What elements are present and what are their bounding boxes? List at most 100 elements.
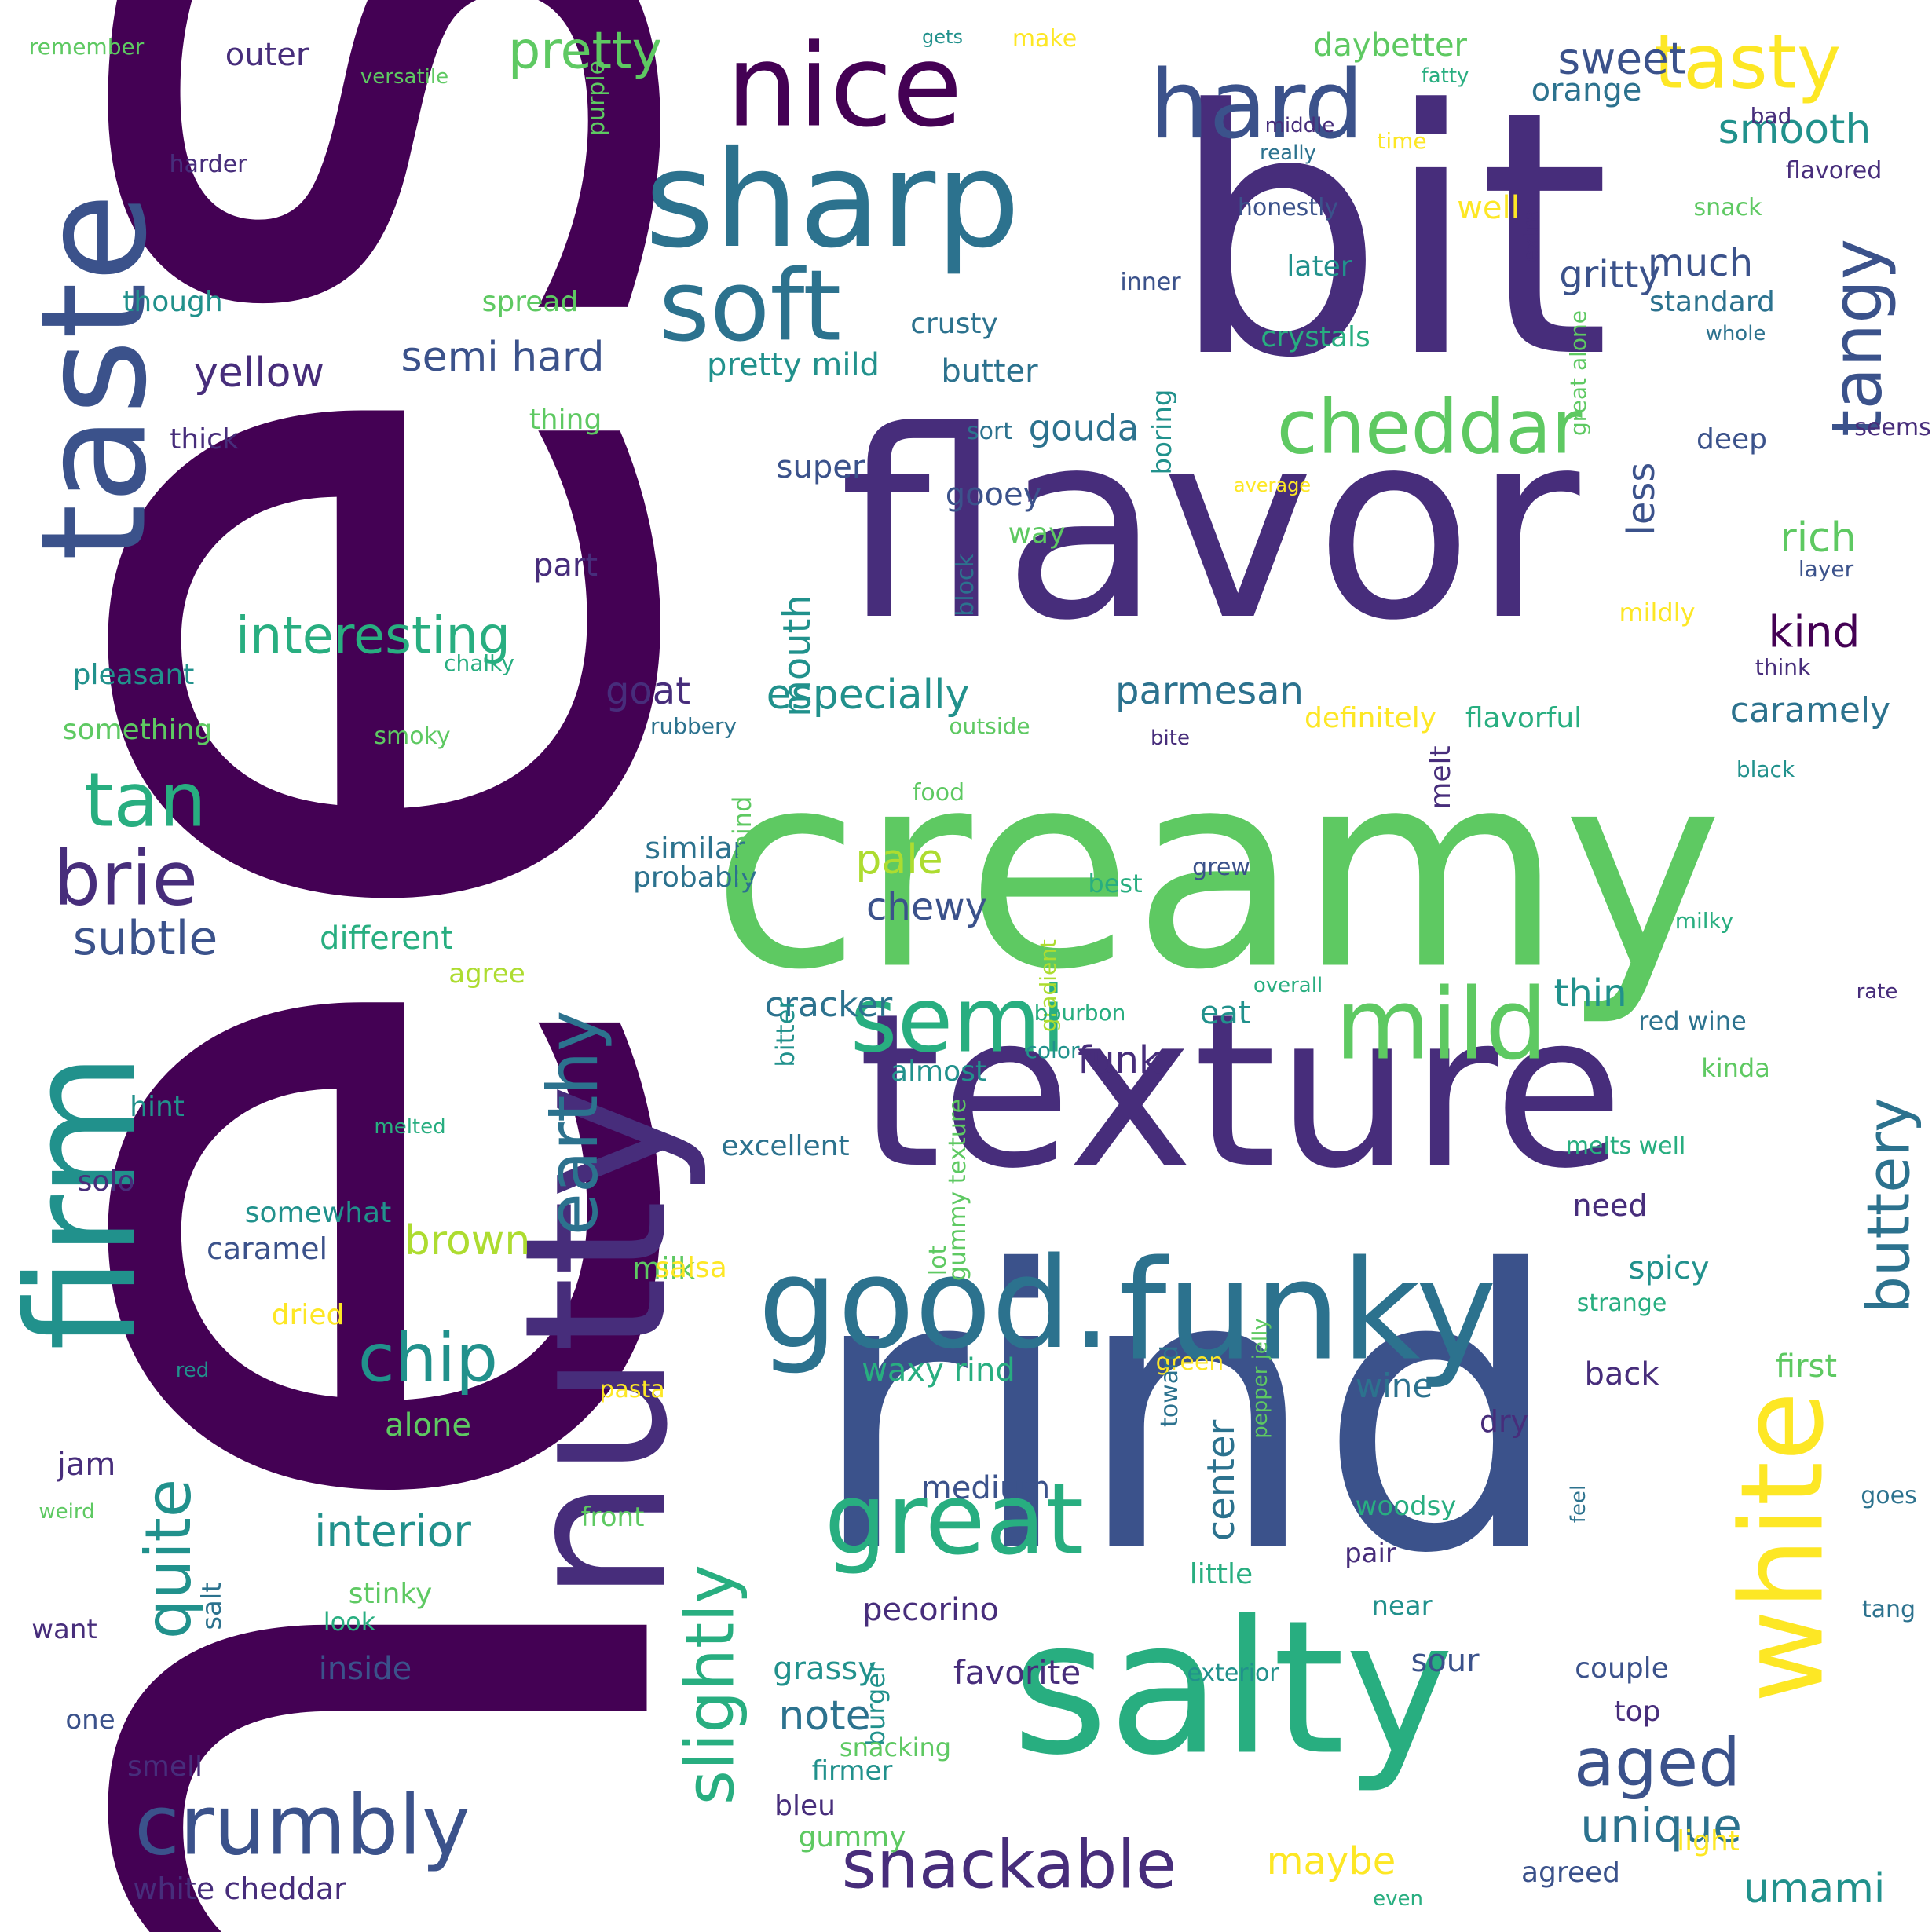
word-probably: probably	[633, 862, 757, 894]
word-center: center	[1199, 1419, 1243, 1542]
word-part: part	[532, 547, 598, 584]
word-tan: tan	[84, 757, 207, 844]
word-food: food	[912, 779, 965, 807]
word-flavored: flavored	[1785, 157, 1883, 185]
word-boring: boring	[1147, 389, 1178, 475]
word-standard: standard	[1649, 286, 1775, 318]
word-front: front	[580, 1502, 645, 1533]
word-tangy: tangy	[1817, 238, 1897, 437]
word-flavor: flavor	[839, 375, 1580, 677]
word-unique: unique	[1580, 1798, 1742, 1853]
word-red-wine: red wine	[1638, 1006, 1747, 1036]
word-tasty: tasty	[1653, 19, 1842, 106]
word-average: average	[1233, 474, 1312, 496]
word-bitter: bitter	[770, 998, 800, 1067]
word-melts-well: melts well	[1565, 1132, 1686, 1160]
word-cracker: cracker	[764, 985, 893, 1025]
word-thing: thing	[529, 404, 602, 436]
word-rind: rind	[809, 1189, 1563, 1637]
word-purple: purple	[583, 60, 610, 137]
word-buttery: buttery	[1853, 1097, 1923, 1314]
word-pasta: pasta	[599, 1376, 665, 1403]
word-couple: couple	[1575, 1652, 1669, 1685]
word-orange: orange	[1531, 72, 1642, 108]
word-something: something	[62, 714, 213, 746]
word-lot: lot	[924, 1245, 952, 1276]
word-brie: brie	[53, 836, 199, 923]
word-sort: sort	[966, 418, 1013, 445]
word-even: even	[1373, 1887, 1423, 1911]
word-whole: whole	[1705, 322, 1766, 346]
word-light: light	[1677, 1825, 1740, 1857]
word-remind: remind	[727, 796, 757, 885]
word-time: time	[1377, 128, 1427, 154]
word-color: color	[1025, 1037, 1080, 1063]
word-snacking: snacking	[839, 1733, 952, 1762]
word-best: best	[1088, 869, 1143, 898]
word-first: first	[1775, 1348, 1838, 1385]
word-hint: hint	[130, 1091, 185, 1123]
word-weird: weird	[38, 1500, 95, 1524]
word-snackable: snackable	[841, 1826, 1177, 1905]
word-subtle: subtle	[72, 911, 218, 966]
word-need: need	[1572, 1188, 1648, 1223]
word-layer: layer	[1798, 556, 1854, 582]
word-funky: funky	[1118, 1231, 1498, 1392]
word-extra: extra	[1520, 209, 1543, 262]
word-outer: outer	[225, 37, 309, 73]
word-pecorino: pecorino	[862, 1592, 999, 1628]
word-one: one	[65, 1704, 115, 1736]
word-good: good.	[758, 1230, 1111, 1377]
word-much: much	[1648, 241, 1753, 285]
word-think: think	[1755, 654, 1811, 680]
word-sweet: sweet	[1557, 33, 1686, 84]
word-interesting: interesting	[236, 606, 510, 666]
word-grew: grew	[1192, 854, 1250, 881]
word-middle: middle	[1264, 114, 1335, 137]
word-pleasant: pleasant	[72, 659, 195, 691]
word-medium: medium	[920, 1470, 1051, 1506]
word-look: look	[323, 1607, 376, 1637]
word-soft: soft	[658, 249, 842, 364]
word-flavorful: flavorful	[1465, 702, 1583, 734]
word-chalky: chalky	[444, 650, 514, 676]
word-chip: chip	[357, 1319, 499, 1398]
word-butter: butter	[941, 353, 1038, 390]
word-pale: pale	[855, 836, 943, 884]
word-mouth: mouth	[775, 595, 819, 717]
word-outside: outside	[949, 713, 1030, 739]
word-texture: texture	[858, 968, 1624, 1215]
word-smooth: smooth	[1718, 106, 1872, 153]
word-definitely: definitely	[1304, 702, 1437, 734]
word-later: later	[1286, 251, 1352, 283]
word-salt: salt	[196, 1582, 228, 1630]
word-daybetter: daybetter	[1313, 27, 1467, 64]
word-mild: mild	[1334, 968, 1548, 1082]
word-inner: inner	[1120, 269, 1181, 296]
word-salty: salty	[1012, 1581, 1454, 1796]
word-gouda: gouda	[1028, 407, 1140, 449]
word-kinda: kinda	[1701, 1053, 1770, 1083]
word-parmesan: parmesan	[1115, 669, 1304, 713]
word-well: well	[1457, 190, 1520, 226]
word-pretty: pretty	[508, 21, 662, 81]
word-great-alone: great alone	[1565, 310, 1591, 436]
word-taste: taste	[9, 192, 179, 562]
word-gets: gets	[922, 26, 963, 48]
word-caramely: caramely	[1729, 690, 1891, 730]
word-smell: smell	[127, 1751, 203, 1783]
word-bourbon: bourbon	[1034, 1000, 1126, 1026]
word-earthy: earthy	[532, 1010, 613, 1236]
word-green: green	[1155, 1348, 1224, 1376]
word-goat: goat	[605, 669, 691, 713]
word-waxy-rind: waxy rind	[862, 1352, 1015, 1389]
word-especially: especially	[766, 671, 970, 719]
word-exterior: exterior	[1187, 1659, 1279, 1687]
word-bad: bad	[1750, 103, 1792, 129]
word-strange: strange	[1576, 1290, 1667, 1317]
word-interior: interior	[314, 1506, 471, 1557]
word-slightly: slightly	[671, 1564, 750, 1806]
word-fatty: fatty	[1421, 64, 1469, 88]
word-bite: bite	[1151, 726, 1190, 750]
word-pair: pair	[1345, 1538, 1396, 1569]
